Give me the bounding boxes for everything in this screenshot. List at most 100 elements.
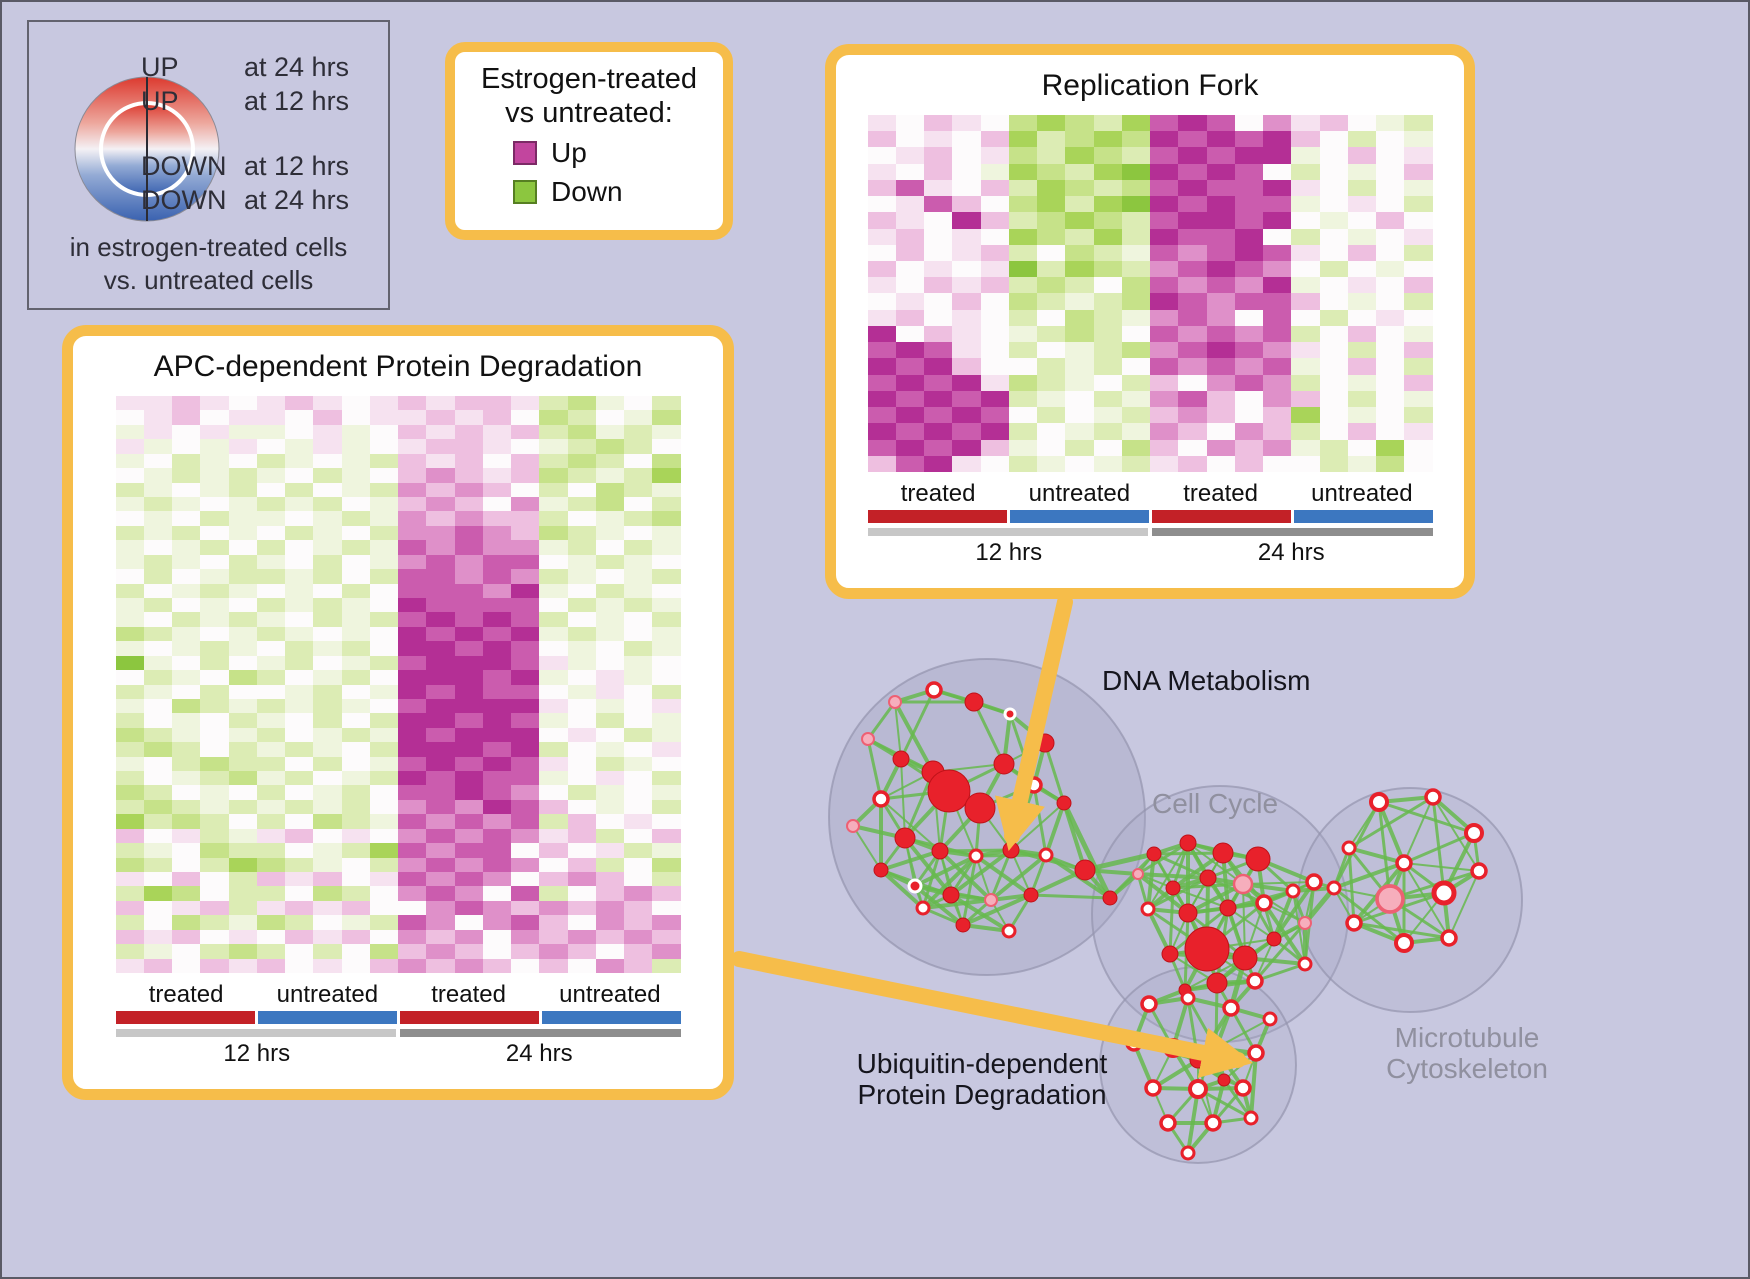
heatmap-cell bbox=[1291, 423, 1320, 440]
heatmap-cell bbox=[652, 958, 681, 973]
heatmap-cell bbox=[595, 742, 624, 757]
heatmap-cell bbox=[426, 396, 455, 411]
heatmap-cell bbox=[924, 277, 953, 294]
heatmap-cell bbox=[454, 641, 483, 656]
heatmap-cell bbox=[980, 358, 1009, 375]
time-color-bar bbox=[400, 1029, 681, 1037]
heatmap-cell bbox=[539, 612, 568, 627]
heatmap-cell bbox=[143, 453, 172, 469]
heatmap-cell bbox=[454, 554, 483, 570]
heatmap-cell bbox=[1291, 228, 1320, 245]
heatmap-cell bbox=[652, 583, 681, 598]
heatmap-cell bbox=[228, 439, 257, 454]
heatmap-cell bbox=[1150, 342, 1179, 359]
heatmap-cell bbox=[143, 771, 172, 786]
heatmap-cell bbox=[511, 857, 540, 873]
heatmap-cell bbox=[172, 742, 201, 757]
heatmap-cell bbox=[228, 511, 257, 526]
heatmap-cell bbox=[285, 453, 314, 469]
heatmap-cell bbox=[482, 799, 511, 815]
heatmap-cell bbox=[867, 358, 896, 375]
heatmap-cell bbox=[652, 944, 681, 959]
heatmap-cell bbox=[172, 655, 201, 671]
heatmap-cell bbox=[200, 698, 229, 714]
heatmap-cell bbox=[115, 554, 144, 570]
heatmap-cell bbox=[652, 655, 681, 671]
heatmap-cell bbox=[115, 511, 144, 526]
heatmap-cell bbox=[1037, 261, 1066, 278]
heatmap-cell bbox=[539, 799, 568, 815]
heatmap-cell bbox=[624, 944, 653, 959]
heatmap-cell bbox=[1376, 163, 1405, 180]
heatmap-cell bbox=[454, 439, 483, 454]
heatmap-cell bbox=[1008, 293, 1037, 310]
heatmap-cell bbox=[980, 228, 1009, 245]
heatmap-cell bbox=[1008, 309, 1037, 326]
heatmap-cell bbox=[285, 814, 314, 829]
heatmap-cell bbox=[256, 857, 285, 873]
heatmap-cell bbox=[426, 554, 455, 570]
heatmap-cell bbox=[285, 525, 314, 541]
heatmap-cell bbox=[228, 958, 257, 973]
heatmap-cell bbox=[1206, 325, 1235, 343]
heatmap-cell bbox=[567, 958, 596, 973]
heatmap-cell bbox=[285, 785, 314, 800]
heatmap-cell bbox=[895, 163, 924, 180]
heatmap-cell bbox=[567, 828, 596, 844]
heatmap-cell bbox=[1291, 309, 1320, 326]
heatmap-cell bbox=[1178, 358, 1207, 375]
time-label: 12 hrs bbox=[223, 1040, 291, 1067]
heatmap-cell bbox=[313, 843, 342, 858]
heatmap-cell bbox=[341, 641, 370, 656]
heatmap-cell bbox=[143, 496, 172, 512]
heatmap-cell bbox=[369, 410, 398, 425]
heatmap-cell bbox=[1263, 131, 1292, 148]
heatmap-cell bbox=[228, 900, 257, 916]
heatmap-cell bbox=[426, 900, 455, 916]
group-color-bar bbox=[399, 1011, 539, 1024]
heatmap-cell bbox=[341, 771, 370, 786]
heatmap-cell bbox=[595, 958, 624, 973]
network-node bbox=[1262, 1011, 1278, 1027]
heatmap-cell bbox=[115, 929, 144, 945]
heatmap-cell bbox=[1121, 261, 1150, 278]
network-edge bbox=[974, 854, 1033, 897]
heatmap-cell bbox=[652, 554, 681, 570]
heatmap-cell bbox=[454, 929, 483, 945]
heatmap-cell bbox=[1234, 228, 1263, 245]
heatmap-cell bbox=[341, 929, 370, 945]
heatmap-cell bbox=[1206, 358, 1235, 375]
heatmap-cell bbox=[454, 900, 483, 916]
heatmap-cell bbox=[398, 958, 427, 973]
heatmap-cell bbox=[115, 799, 144, 815]
heatmap-cell bbox=[369, 915, 398, 930]
legend-down-label: Down bbox=[551, 176, 623, 208]
heatmap-cell bbox=[256, 439, 285, 454]
network-node bbox=[1002, 841, 1020, 859]
heatmap-cell bbox=[511, 641, 540, 656]
heatmap-cell bbox=[115, 886, 144, 901]
heatmap-cell bbox=[1008, 342, 1037, 359]
heatmap-cell bbox=[652, 453, 681, 469]
heatmap-cell bbox=[1150, 439, 1179, 456]
heatmap-cell bbox=[1376, 455, 1405, 472]
heatmap-cell bbox=[980, 131, 1009, 148]
heatmap-cell bbox=[1347, 261, 1376, 278]
heatmap-cell bbox=[511, 424, 540, 440]
heatmap-cell bbox=[1234, 293, 1263, 310]
heatmap-cell bbox=[454, 496, 483, 512]
heatmap-cell bbox=[200, 453, 229, 469]
heatmap-cell bbox=[539, 540, 568, 555]
heatmap-cell bbox=[895, 261, 924, 278]
network-node bbox=[1298, 916, 1312, 930]
heatmap-cell bbox=[256, 424, 285, 440]
heatmap-cell bbox=[1319, 131, 1348, 148]
heatmap-cell bbox=[567, 698, 596, 714]
network-edge bbox=[894, 701, 902, 760]
heatmap-cell bbox=[1093, 293, 1122, 310]
heatmap-cell bbox=[313, 525, 342, 541]
heatmap-cell bbox=[1093, 423, 1122, 440]
heatmap-cell bbox=[895, 358, 924, 375]
heatmap-cell bbox=[398, 496, 427, 512]
heatmap-cell bbox=[539, 641, 568, 656]
